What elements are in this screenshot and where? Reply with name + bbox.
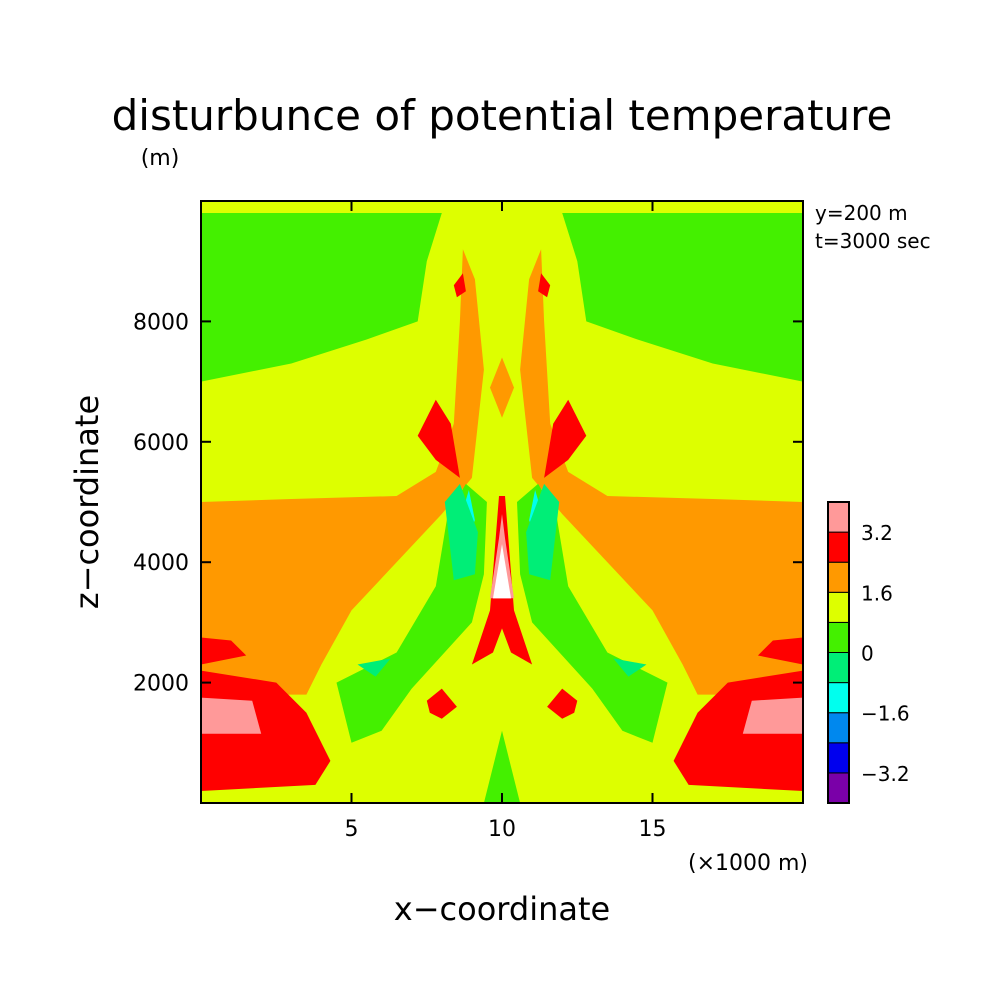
contour-band [336,483,487,743]
x-tick-label: 10 [488,817,516,842]
contour-band [426,688,457,719]
colorbar-swatch [827,742,850,774]
x-ticks: 5 10 15 [345,201,667,842]
annotation-t: t=3000 sec [815,229,931,253]
contour-band [357,658,391,677]
colorbar: −3.2 −1.6 0 1.6 3.2 [827,501,910,804]
colorbar-swatch [827,712,850,744]
contour-band [453,273,466,298]
contour-band [526,483,560,581]
colorbar-label: −3.2 [861,762,910,786]
y-tick-label: 6000 [133,431,189,456]
colorbar-label: −1.6 [861,702,910,726]
contour-band [613,658,647,677]
contour-band [520,249,803,695]
chart-title: disturbunce of potential temperature [112,91,893,140]
y-tick-label: 4000 [133,551,189,576]
x-axis-label: x−coordinate [394,890,610,928]
contour-band [201,213,442,382]
contour-band [544,399,587,478]
contour-band [562,213,803,382]
contour-band [517,483,668,743]
colorbar-swatch [827,591,850,623]
contour-field [201,201,803,803]
y-tick-label: 2000 [133,672,189,697]
y-axis-label: z−coordinate [68,395,106,609]
colorbar-label: 1.6 [861,581,893,605]
colorbar-swatch [827,682,850,714]
colorbar-swatch [827,652,850,684]
y-tick-label: 8000 [133,310,189,335]
colorbar-swatch [827,772,850,804]
contour-band [742,697,803,734]
contour-band [444,483,478,581]
y-ticks: 2000 4000 6000 8000 [133,310,803,697]
x-unit-label: (×1000 m) [688,851,808,876]
y-unit-label: (m) [141,146,180,171]
colorbar-swatch [827,561,850,593]
contour-band [201,697,262,734]
contour-band [547,688,578,719]
x-tick-label: 15 [639,817,667,842]
contour-band [483,730,521,803]
x-tick-label: 5 [345,817,359,842]
colorbar-label: 0 [861,642,874,666]
contour-band [201,249,484,695]
colorbar-frame [827,501,850,804]
colorbar-label: 3.2 [861,521,893,545]
colorbar-swatch [827,621,850,654]
contour-band [757,637,803,665]
contour-band [538,273,551,298]
contour-band [417,399,460,478]
contour-band [201,637,247,665]
colorbar-swatch [827,501,850,533]
contour-band [492,544,512,599]
colorbar-swatch [827,531,850,563]
contour-band [490,357,514,418]
annotation-y: y=200 m [815,201,908,225]
